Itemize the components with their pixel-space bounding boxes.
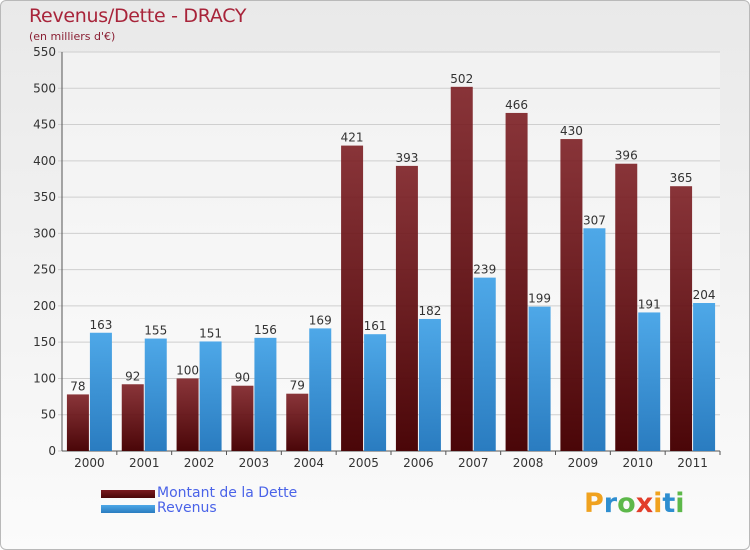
data-label-dette: 396 — [615, 149, 638, 163]
x-tick-label: 2007 — [458, 456, 489, 470]
y-tick-label: 550 — [33, 45, 56, 59]
legend-swatch-revenus — [101, 504, 155, 513]
bar-dette — [560, 139, 583, 451]
data-label-dette: 100 — [176, 363, 199, 377]
bar-revenus — [89, 332, 112, 451]
x-tick-label: 2001 — [129, 456, 160, 470]
bar-dette — [231, 385, 254, 451]
bar-revenus — [638, 312, 661, 451]
logo-letter: i — [653, 488, 663, 519]
bar-dette — [670, 186, 693, 451]
y-tick-label: 100 — [33, 371, 56, 385]
bar-revenus — [364, 334, 387, 451]
data-label-revenus: 151 — [199, 326, 222, 340]
data-label-dette: 393 — [395, 151, 418, 165]
logo-letter: i — [675, 488, 685, 519]
bar-dette — [66, 394, 89, 451]
data-label-revenus: 161 — [364, 319, 387, 333]
bar-dette — [121, 384, 144, 451]
x-tick-label: 2005 — [348, 456, 379, 470]
bar-revenus — [693, 303, 716, 451]
legend-label-revenus: Revenus — [157, 500, 217, 516]
bar-revenus — [473, 277, 496, 451]
x-tick-label: 2009 — [568, 456, 599, 470]
data-label-revenus: 155 — [144, 324, 167, 338]
y-tick-label: 350 — [33, 190, 56, 204]
logo-letter: r — [603, 488, 618, 519]
data-label-revenus: 199 — [528, 292, 551, 306]
bar-revenus — [583, 228, 606, 451]
bar-dette — [341, 145, 364, 452]
bar-revenus — [418, 318, 441, 451]
x-tick-label: 2004 — [293, 456, 324, 470]
x-tick-label: 2008 — [513, 456, 544, 470]
data-label-revenus: 156 — [254, 323, 277, 337]
y-tick-label: 500 — [33, 81, 56, 95]
data-label-revenus: 307 — [583, 213, 606, 227]
bar-dette — [615, 163, 638, 451]
data-label-revenus: 182 — [418, 304, 441, 318]
legend-item-dette: Montant de la Dette — [101, 486, 297, 501]
data-label-revenus: 191 — [638, 297, 661, 311]
plot-area — [62, 52, 720, 451]
x-tick-label: 2002 — [184, 456, 215, 470]
bar-revenus — [144, 338, 167, 451]
data-label-dette: 466 — [505, 98, 528, 112]
data-label-dette: 502 — [450, 72, 473, 86]
bar-dette — [286, 393, 309, 451]
data-label-dette: 79 — [290, 379, 305, 393]
y-tick-label: 300 — [33, 226, 56, 240]
x-tick-label: 2011 — [677, 456, 708, 470]
y-tick-label: 450 — [33, 118, 56, 132]
x-tick-label: 2000 — [74, 456, 105, 470]
bar-dette — [176, 378, 199, 451]
logo-letter: t — [662, 488, 676, 519]
data-label-dette: 78 — [70, 379, 85, 393]
data-label-dette: 430 — [560, 124, 583, 138]
logo-letter: o — [617, 488, 636, 519]
data-label-revenus: 204 — [693, 288, 716, 302]
data-label-revenus: 169 — [309, 313, 332, 327]
legend-swatch-dette — [101, 489, 155, 498]
y-tick-label: 250 — [33, 263, 56, 277]
data-label-revenus: 163 — [89, 318, 112, 332]
legend-item-revenus: Revenus — [101, 501, 297, 516]
bar-dette — [395, 165, 418, 451]
legend: Montant de la Dette Revenus — [101, 486, 297, 516]
chart-subtitle: (en milliers d'€) — [29, 30, 116, 43]
legend-label-dette: Montant de la Dette — [157, 485, 298, 501]
x-tick-label: 2006 — [403, 456, 434, 470]
data-label-dette: 90 — [235, 371, 250, 385]
logo-letter: P — [584, 488, 604, 519]
data-label-dette: 92 — [125, 369, 140, 383]
y-tick-label: 400 — [33, 154, 56, 168]
data-label-dette: 365 — [670, 171, 693, 185]
y-tick-label: 0 — [48, 444, 56, 458]
y-tick-label: 200 — [33, 299, 56, 313]
bar-dette — [505, 112, 528, 452]
logo-letter: x — [635, 488, 654, 519]
data-label-dette: 421 — [341, 131, 364, 145]
y-tick-label: 50 — [41, 408, 56, 422]
bar-revenus — [254, 337, 277, 451]
bar-dette — [450, 86, 473, 452]
y-tick-label: 150 — [33, 335, 56, 349]
data-label-revenus: 239 — [473, 263, 496, 277]
x-tick-label: 2010 — [622, 456, 653, 470]
bar-revenus — [528, 306, 551, 451]
bar-revenus — [309, 328, 332, 451]
x-tick-label: 2003 — [239, 456, 270, 470]
proxiti-logo: Proxiti — [584, 488, 685, 519]
bar-revenus — [199, 341, 222, 451]
chart-title: Revenus/Dette - DRACY — [29, 5, 247, 27]
